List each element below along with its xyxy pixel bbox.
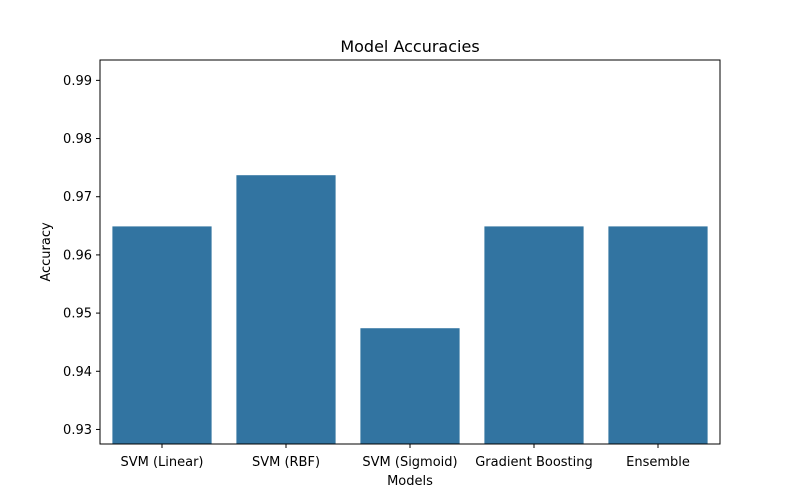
bar-1	[236, 175, 336, 444]
y-tick-label-6: 0.99	[63, 74, 92, 89]
x-tick-label-3: Gradient Boosting	[475, 455, 593, 470]
x-axis-label: Models	[387, 474, 433, 489]
y-tick-label-1: 0.94	[63, 365, 92, 380]
chart-title: Model Accuracies	[340, 37, 479, 56]
y-tick-label-0: 0.93	[63, 423, 92, 438]
bar-4	[608, 226, 708, 444]
y-tick-label-3: 0.96	[63, 248, 92, 263]
plot-frame	[99, 59, 721, 445]
x-tick-label-2: SVM (Sigmoid)	[362, 455, 457, 470]
x-tick-label-0: SVM (Linear)	[120, 455, 203, 470]
x-axis: SVM (Linear) SVM (RBF) SVM (Sigmoid) Gradie…	[120, 444, 690, 470]
y-tick-label-2: 0.95	[63, 307, 92, 322]
bar-2	[360, 328, 460, 444]
y-tick-label-4: 0.97	[63, 190, 92, 205]
bar-3	[484, 226, 584, 444]
y-axis-label: Accuracy	[39, 222, 54, 282]
y-tick-label-5: 0.98	[63, 132, 92, 147]
y-axis: 0.93 0.94 0.95 0.96 0.97 0.98 0.99	[63, 74, 100, 438]
bar-0	[112, 226, 212, 444]
x-tick-label-4: Ensemble	[626, 455, 690, 470]
bars-group	[112, 175, 708, 444]
x-tick-label-1: SVM (RBF)	[252, 455, 320, 470]
